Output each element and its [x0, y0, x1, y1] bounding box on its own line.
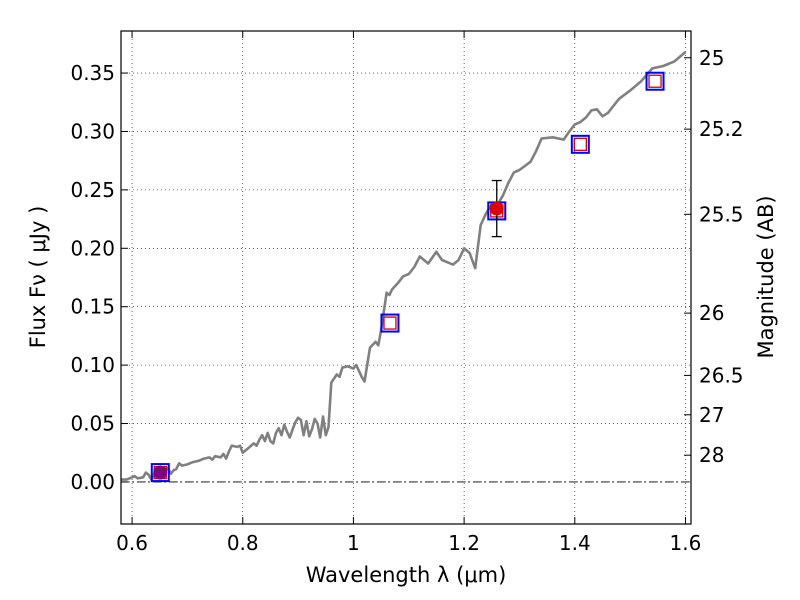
y-tick-label: 0.30: [70, 119, 115, 143]
x-tick-label: 0.6: [116, 531, 148, 555]
x-tick-label: 1.4: [559, 531, 591, 555]
y2-tick-label: 28: [699, 443, 724, 467]
model-sed-line: [121, 51, 687, 481]
model-flux-square: [648, 74, 662, 88]
observed-flux-square: [150, 463, 170, 483]
y2-tick-label: 25.2: [699, 117, 744, 141]
y-tick-label: 0.20: [70, 236, 115, 260]
y2-tick-label: 27: [699, 403, 724, 427]
y2-axis-ticks: 25 25.2 25.5 26 26.5 27 28: [684, 46, 744, 467]
observed-flux-square: [380, 313, 400, 333]
y2-axis-label: Magnitude (AB): [754, 195, 778, 358]
photometry-layer: [150, 71, 665, 483]
x-tick-label: 1.6: [670, 531, 702, 555]
model-sed-layer: [121, 51, 687, 481]
y2-tick-label: 26.5: [699, 363, 744, 387]
y-tick-label: 0.10: [70, 353, 115, 377]
y-tick-label: 0.35: [70, 61, 115, 85]
x-tick-label: 0.8: [227, 531, 259, 555]
plot-background: [121, 31, 691, 524]
detection-point: [153, 465, 168, 480]
y-axis-label: Flux Fν ( μJy ): [26, 206, 50, 349]
x-tick-label: 1: [347, 531, 360, 555]
y-tick-label: 0.00: [70, 470, 115, 494]
y2-tick-label: 26: [699, 301, 724, 325]
y-axis-ticks: 0.00 0.05 0.10 0.15 0.20 0.25 0.30 0.35: [70, 61, 128, 494]
y2-tick-label: 25.5: [699, 202, 744, 226]
y-tick-label: 0.15: [70, 295, 115, 319]
observed-flux-square: [645, 71, 665, 91]
y2-tick-label: 25: [699, 46, 724, 70]
observed-flux-square: [570, 134, 590, 154]
x-tick-label: 1.2: [448, 531, 480, 555]
y-tick-label: 0.25: [70, 178, 115, 202]
detection-point: [489, 201, 504, 216]
model-flux-square: [573, 137, 587, 151]
plot-frame: [120, 30, 692, 525]
x-axis-ticks: 0.6 0.8 1 1.2 1.4 1.6: [116, 31, 701, 555]
model-flux-square: [383, 316, 397, 330]
x-axis-label: Wavelength λ (μm): [306, 563, 507, 587]
y-tick-label: 0.05: [70, 412, 115, 436]
